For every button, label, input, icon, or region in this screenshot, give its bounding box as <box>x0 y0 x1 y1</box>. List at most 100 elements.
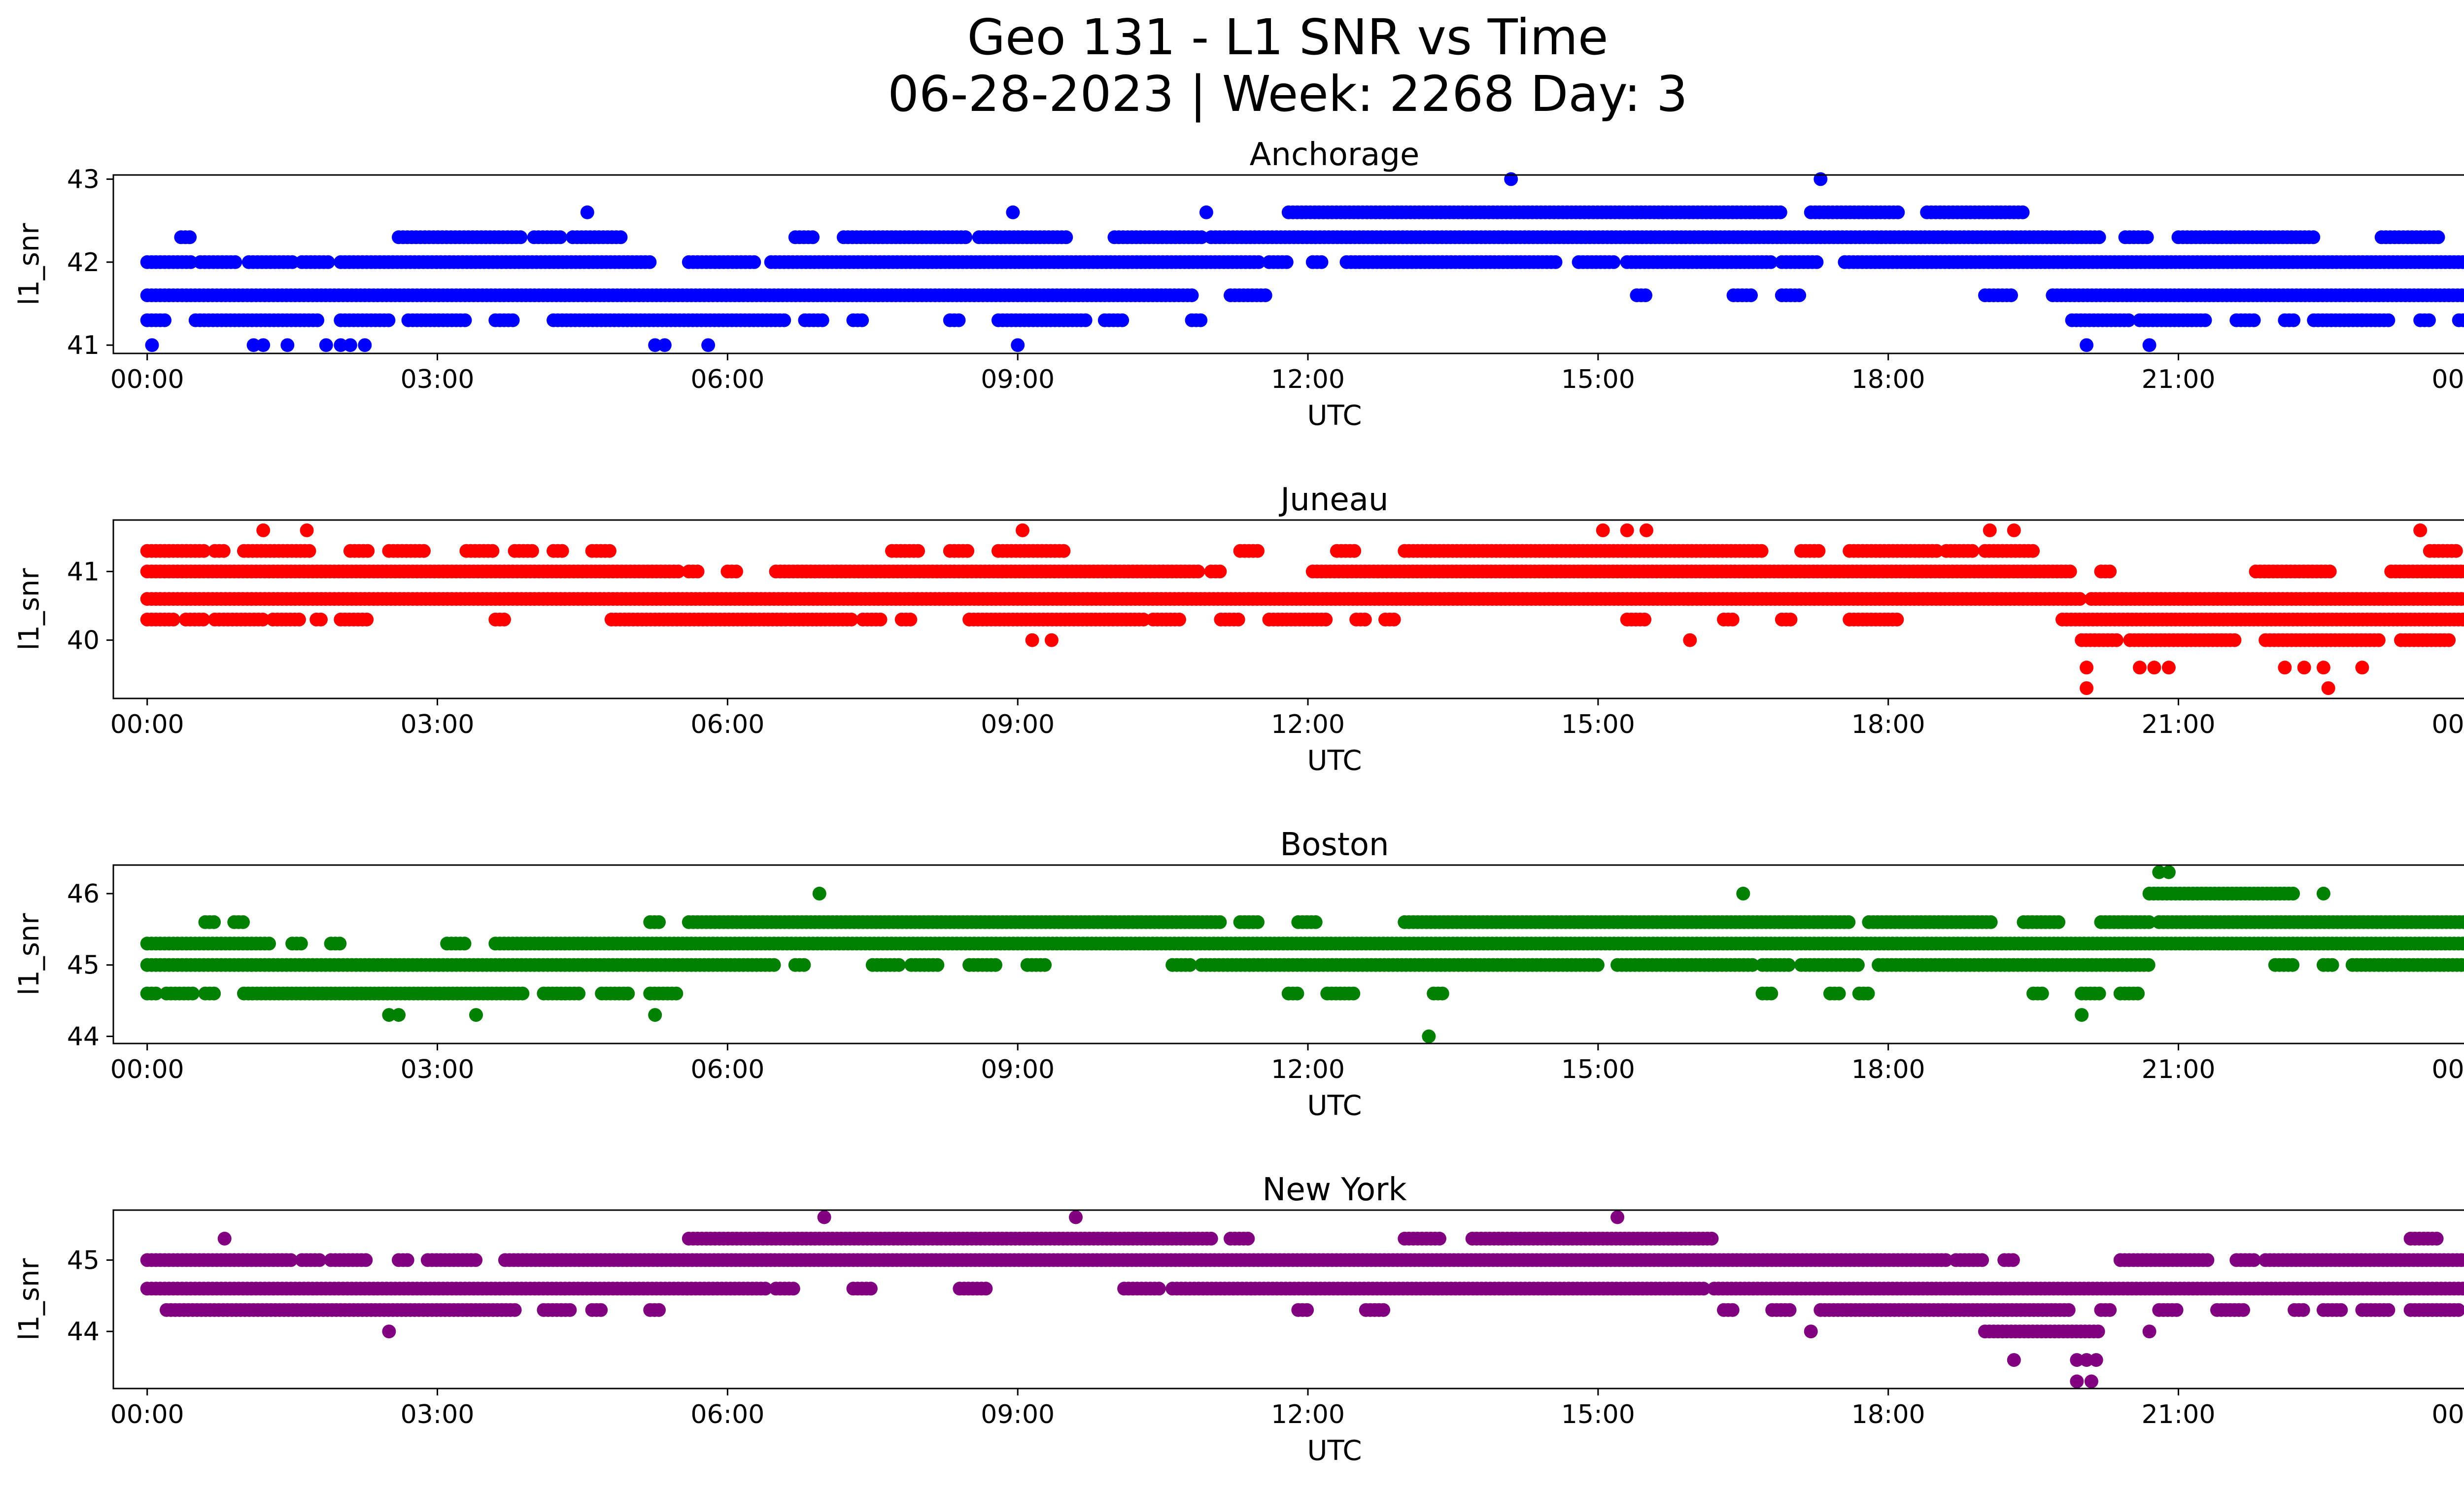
data-point <box>285 255 300 269</box>
data-point <box>1251 915 1265 929</box>
data-point <box>2198 313 2212 327</box>
x-tick-label: 12:00 <box>1271 710 1345 739</box>
data-point <box>469 1008 483 1022</box>
x-tick-label: 00:00 <box>110 710 184 739</box>
data-point <box>1422 1029 1436 1043</box>
data-point <box>506 313 520 327</box>
data-point <box>777 313 791 327</box>
data-point <box>417 544 431 558</box>
x-tick-label: 18:00 <box>1851 1055 1925 1084</box>
x-tick-label: 03:00 <box>401 710 475 739</box>
data-point <box>1251 544 1265 558</box>
data-point <box>1754 544 1769 558</box>
data-point <box>911 544 925 558</box>
data-point <box>236 915 250 929</box>
data-point <box>1890 612 1904 626</box>
data-point <box>515 986 530 1001</box>
data-point <box>960 544 975 558</box>
x-tick-label: 06:00 <box>690 710 764 739</box>
data-point <box>2026 544 2040 558</box>
data-point <box>525 544 539 558</box>
x-axis-label: UTC <box>1307 1090 1362 1122</box>
data-point <box>844 612 858 626</box>
data-point <box>952 313 966 327</box>
data-point <box>360 612 374 626</box>
x-tick-label: 06:00 <box>690 365 764 394</box>
data-point <box>553 230 567 244</box>
data-point <box>903 612 918 626</box>
y-tick-label: 43 <box>67 165 100 194</box>
data-point <box>2007 523 2021 537</box>
data-point <box>216 544 231 558</box>
data-point <box>2287 313 2301 327</box>
data-point <box>1638 612 1652 626</box>
data-point <box>2092 230 2106 244</box>
x-axis-label: UTC <box>1307 400 1362 432</box>
data-point <box>2323 564 2337 579</box>
data-point <box>207 915 221 929</box>
data-point <box>1965 544 1980 558</box>
data-point <box>1308 915 1323 929</box>
scatter-series <box>140 865 2464 1043</box>
data-point <box>1059 230 1073 244</box>
data-point <box>2092 986 2106 1001</box>
data-point <box>701 338 716 352</box>
data-point <box>2461 314 2464 326</box>
data-point <box>2147 661 2161 675</box>
x-tick-label: 12:00 <box>1271 1055 1345 1084</box>
x-tick-label: 18:00 <box>1851 710 1925 739</box>
data-point <box>2321 681 2335 695</box>
data-point <box>343 338 357 352</box>
x-tick-label: 18:00 <box>1851 365 1925 394</box>
data-point <box>2103 564 2117 579</box>
data-point <box>314 612 328 626</box>
data-point <box>1764 986 1779 1001</box>
data-point <box>1016 523 1029 537</box>
data-point <box>2131 986 2145 1001</box>
data-point <box>310 313 325 327</box>
data-point <box>1038 958 1052 972</box>
data-point <box>1640 523 1653 537</box>
data-point <box>2306 230 2321 244</box>
data-point <box>1842 915 1856 929</box>
data-point <box>621 986 635 1001</box>
data-point <box>1435 986 1449 1001</box>
data-point <box>1213 564 1227 579</box>
data-point <box>1736 886 1750 901</box>
data-point <box>457 937 472 951</box>
data-point <box>1195 230 1209 244</box>
data-point <box>1929 544 1944 558</box>
y-axis-label: l1_snr <box>13 568 45 651</box>
data-point <box>1185 288 1199 303</box>
data-point <box>321 255 335 269</box>
data-point <box>648 338 662 352</box>
x-tick-label: 00:00 <box>2431 365 2464 394</box>
data-point <box>2381 313 2396 327</box>
data-point <box>2325 958 2339 972</box>
data-point <box>2460 937 2464 950</box>
scatter-series <box>140 172 2464 352</box>
data-point <box>333 937 347 951</box>
data-point <box>643 255 657 269</box>
data-point <box>1136 612 1151 626</box>
subplot-title: Boston <box>1280 827 1389 863</box>
x-tick-label: 15:00 <box>1561 1055 1635 1084</box>
data-point <box>2142 338 2156 352</box>
data-point <box>1725 612 1740 626</box>
data-point <box>2297 661 2311 675</box>
data-point <box>294 937 308 951</box>
data-point <box>196 612 210 626</box>
data-point <box>1152 1282 1166 1296</box>
data-point <box>158 313 171 327</box>
y-axis-label: l1_snr <box>13 913 45 996</box>
data-point <box>797 958 811 972</box>
data-point <box>1191 564 1205 579</box>
data-point <box>300 523 314 537</box>
y-tick-label: 42 <box>67 248 100 278</box>
data-point <box>1279 255 1294 269</box>
x-tick-label: 09:00 <box>981 710 1055 739</box>
x-tick-label: 03:00 <box>401 1055 475 1084</box>
data-point <box>1984 915 1998 929</box>
